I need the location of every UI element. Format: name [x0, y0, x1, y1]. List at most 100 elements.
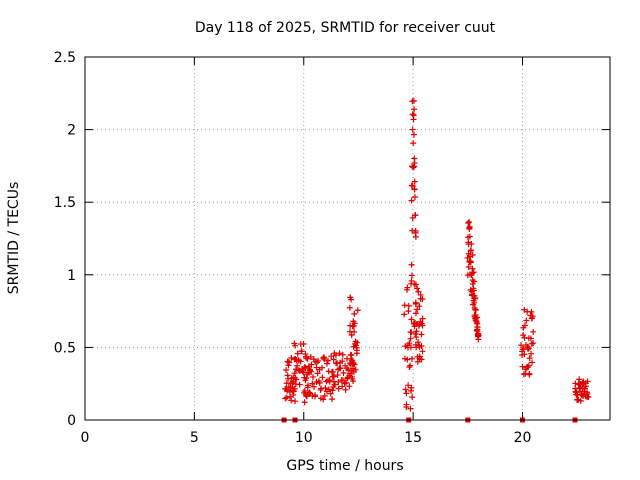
data-point	[413, 328, 420, 335]
data-point	[284, 387, 291, 394]
data-point	[348, 331, 355, 338]
data-point	[294, 362, 301, 369]
data-point	[584, 390, 591, 397]
data-point	[414, 358, 421, 365]
data-point	[401, 311, 408, 318]
data-point	[327, 390, 334, 397]
data-point	[329, 368, 336, 375]
data-point	[407, 335, 414, 342]
data-point	[529, 359, 536, 366]
data-point	[466, 219, 473, 226]
data-point	[520, 332, 527, 339]
data-point	[339, 383, 346, 390]
data-point	[339, 358, 346, 365]
x-axis-label: GPS time / hours	[286, 458, 403, 474]
data-point	[419, 348, 426, 355]
data-point	[403, 390, 410, 397]
y-tick-label: 1.5	[54, 195, 76, 211]
data-point	[342, 386, 349, 393]
data-point	[521, 351, 528, 358]
data-point	[351, 328, 358, 335]
data-point	[309, 373, 316, 380]
data-point	[404, 356, 411, 363]
data-point	[313, 364, 320, 371]
data-point	[294, 350, 301, 357]
data-point	[408, 277, 415, 284]
data-point	[528, 350, 535, 357]
plot-frame	[84, 56, 611, 421]
data-point	[292, 375, 299, 382]
data-point	[585, 394, 592, 401]
x-tick-label: 10	[295, 430, 313, 446]
data-point	[322, 384, 329, 391]
data-point	[346, 304, 353, 311]
data-point	[290, 388, 297, 395]
data-point	[529, 313, 536, 320]
data-point	[411, 281, 418, 288]
data-point	[409, 111, 416, 118]
data-point	[474, 323, 481, 330]
data-point	[411, 193, 418, 200]
data-point	[411, 159, 418, 166]
data-point	[325, 357, 332, 364]
data-point	[336, 350, 343, 357]
data-point	[411, 178, 418, 185]
data-point	[409, 182, 416, 189]
data-point	[308, 361, 315, 368]
y-tick-label: 2	[67, 123, 76, 139]
data-point	[329, 387, 336, 394]
data-point	[472, 295, 479, 302]
x-tick-label: 5	[190, 430, 199, 446]
data-point	[466, 225, 473, 232]
data-point	[337, 365, 344, 372]
data-point	[328, 353, 335, 360]
x-tick-label: 20	[514, 430, 532, 446]
data-point	[291, 370, 298, 377]
data-point	[296, 381, 303, 388]
data-point	[306, 389, 313, 396]
data-point	[288, 354, 295, 361]
data-point	[354, 307, 361, 314]
data-point	[406, 364, 413, 371]
y-tick-label: 0	[67, 413, 76, 429]
data-point	[323, 360, 330, 367]
data-point	[305, 390, 312, 397]
data-point	[315, 357, 322, 364]
data-point	[309, 380, 316, 387]
data-point	[410, 112, 417, 119]
data-point	[330, 356, 337, 363]
data-point	[307, 367, 314, 374]
data-point	[408, 384, 415, 391]
data-point	[412, 331, 419, 338]
data-point	[409, 394, 416, 401]
data-point	[470, 269, 477, 276]
data-point	[331, 381, 338, 388]
data-point	[350, 378, 357, 385]
data-point	[329, 396, 336, 403]
data-point	[525, 345, 532, 352]
data-point	[301, 363, 308, 370]
data-point	[408, 355, 415, 362]
data-point	[307, 353, 314, 360]
data-point	[334, 372, 341, 379]
data-point	[469, 265, 476, 272]
x-tick-label: 15	[404, 430, 422, 446]
data-point	[419, 315, 426, 322]
data-point	[354, 339, 361, 346]
data-point	[473, 314, 480, 321]
data-point	[345, 366, 352, 373]
data-points	[282, 97, 592, 412]
data-point	[408, 197, 415, 204]
data-point	[466, 233, 473, 240]
data-point	[339, 377, 346, 384]
data-point	[300, 340, 307, 347]
data-point	[525, 362, 532, 369]
data-point	[334, 360, 341, 367]
data-point	[351, 361, 358, 368]
data-point	[293, 366, 300, 373]
data-point	[335, 385, 342, 392]
y-tick-label: 2.5	[54, 50, 76, 66]
data-point	[413, 334, 420, 341]
data-point	[472, 307, 479, 314]
